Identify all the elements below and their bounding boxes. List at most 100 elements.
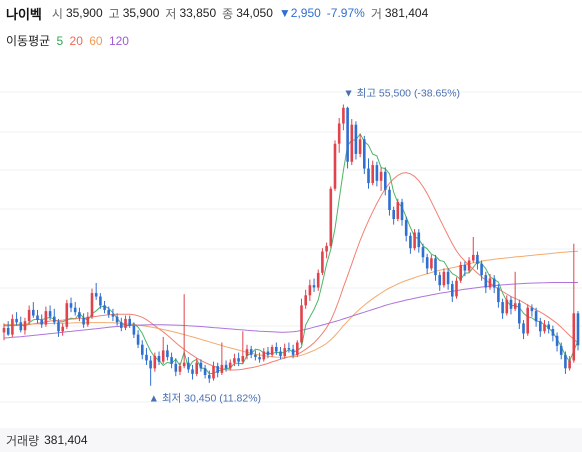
candle-body-76 bbox=[321, 251, 324, 273]
stock-header: 나이벡 시 35,900 고 35,900 저 33,850 종 34,050 … bbox=[6, 4, 434, 22]
candle-body-77 bbox=[325, 245, 328, 252]
candle-body-30 bbox=[128, 318, 131, 326]
candle-body-12 bbox=[53, 316, 56, 323]
candle-body-108 bbox=[455, 280, 458, 297]
candle-body-61 bbox=[258, 357, 261, 360]
candle-body-84 bbox=[354, 124, 358, 154]
footer-volume-label: 거래량 bbox=[6, 433, 40, 448]
candle-body-132 bbox=[555, 335, 559, 346]
candle-body-24 bbox=[103, 305, 106, 310]
candle-body-115 bbox=[484, 275, 488, 288]
candle-body-94 bbox=[396, 202, 400, 219]
candle-body-133 bbox=[559, 345, 563, 355]
candle-body-71 bbox=[300, 305, 303, 343]
change-pct: -7.97% bbox=[326, 6, 365, 20]
candle-body-14 bbox=[61, 326, 64, 332]
high-label: 고 bbox=[108, 6, 120, 21]
candle-body-44 bbox=[187, 362, 190, 370]
candle-body-13 bbox=[57, 322, 60, 332]
candle-body-126 bbox=[530, 307, 534, 312]
candle-body-85 bbox=[358, 139, 362, 154]
candle-body-17 bbox=[73, 307, 77, 313]
ma-legend: 이동평균 5 20 60 120 bbox=[6, 32, 132, 49]
candle-body-19 bbox=[82, 317, 85, 325]
candle-body-120 bbox=[505, 299, 509, 314]
candle-body-74 bbox=[312, 285, 316, 288]
candle-body-50 bbox=[212, 366, 215, 379]
candle-body-46 bbox=[195, 362, 198, 374]
candle-body-80 bbox=[337, 123, 341, 144]
candle-body-113 bbox=[476, 254, 479, 264]
ma-legend-item-60: 60 bbox=[89, 34, 103, 48]
candle-body-103 bbox=[434, 258, 437, 276]
ma-line-60 bbox=[4, 250, 579, 358]
candle-body-107 bbox=[451, 284, 454, 297]
candle-body-82 bbox=[346, 107, 349, 162]
candle-body-31 bbox=[132, 325, 136, 335]
change-value: ▼2,950 bbox=[278, 6, 321, 20]
candle-body-56 bbox=[237, 358, 240, 362]
candle-body-112 bbox=[472, 254, 475, 261]
candle-body-123 bbox=[518, 303, 521, 324]
candle-body-48 bbox=[203, 368, 207, 375]
candle-body-135 bbox=[568, 360, 571, 369]
candle-body-131 bbox=[551, 329, 555, 336]
ma-legend-item-20: 20 bbox=[69, 34, 83, 48]
candle-body-68 bbox=[287, 348, 291, 350]
candle-body-78 bbox=[329, 188, 333, 246]
candle-body-110 bbox=[463, 265, 467, 271]
candle-body-21 bbox=[90, 293, 94, 317]
candle-body-118 bbox=[497, 287, 500, 303]
candle-body-20 bbox=[86, 316, 90, 325]
candle-body-35 bbox=[149, 360, 152, 369]
candle-body-60 bbox=[254, 354, 257, 357]
candle-body-105 bbox=[442, 271, 446, 286]
candle-body-90 bbox=[379, 171, 383, 181]
ma-line-120 bbox=[3, 282, 578, 339]
candle-body-69 bbox=[291, 349, 295, 355]
ma-line-20 bbox=[4, 172, 579, 371]
candle-body-65 bbox=[275, 347, 278, 352]
candle-body-32 bbox=[136, 334, 140, 345]
volume-label: 거 bbox=[370, 6, 382, 21]
ma-legend-item-5: 5 bbox=[56, 34, 64, 48]
candle-body-92 bbox=[388, 189, 391, 210]
candle-body-124 bbox=[522, 323, 525, 334]
ma-legend-item-120: 120 bbox=[108, 34, 129, 48]
open-label: 시 bbox=[51, 6, 63, 21]
candle-body-29 bbox=[124, 318, 127, 328]
candle-body-54 bbox=[228, 362, 232, 369]
candle-body-10 bbox=[44, 311, 48, 325]
candle-body-83 bbox=[350, 124, 354, 162]
candle-body-43 bbox=[182, 362, 186, 367]
candle-body-53 bbox=[224, 364, 228, 369]
high-value: 35,900 bbox=[122, 6, 160, 20]
candle-body-117 bbox=[492, 278, 496, 288]
candle-body-57 bbox=[241, 356, 245, 362]
low-value: 33,850 bbox=[179, 6, 217, 20]
candlestick-chart[interactable]: ▼ 최고 55,500 (-38.65%) ▲ 최저 30,450 (11.82%… bbox=[0, 52, 582, 428]
candle-body-3 bbox=[15, 318, 18, 323]
candle-body-87 bbox=[367, 168, 370, 184]
candle-body-111 bbox=[467, 260, 471, 271]
candle-body-2 bbox=[11, 318, 14, 335]
candle-body-136 bbox=[572, 313, 576, 361]
candle-body-49 bbox=[208, 375, 211, 379]
candle-body-116 bbox=[488, 278, 492, 288]
candle-body-52 bbox=[220, 364, 224, 373]
candle-body-22 bbox=[94, 293, 98, 297]
candle-body-25 bbox=[107, 309, 110, 315]
candle-body-129 bbox=[543, 324, 546, 332]
candle-body-6 bbox=[27, 309, 31, 322]
candle-body-104 bbox=[438, 275, 441, 286]
candle-body-38 bbox=[161, 350, 165, 362]
candle-body-96 bbox=[404, 220, 408, 236]
candle-body-1 bbox=[6, 327, 10, 335]
candle-body-37 bbox=[157, 356, 161, 362]
candle-body-72 bbox=[304, 295, 307, 306]
candle-body-0 bbox=[2, 327, 6, 333]
candle-body-88 bbox=[371, 165, 374, 184]
candle-body-41 bbox=[174, 363, 178, 372]
stock-name: 나이벡 bbox=[6, 6, 42, 22]
candle-body-40 bbox=[170, 357, 173, 364]
